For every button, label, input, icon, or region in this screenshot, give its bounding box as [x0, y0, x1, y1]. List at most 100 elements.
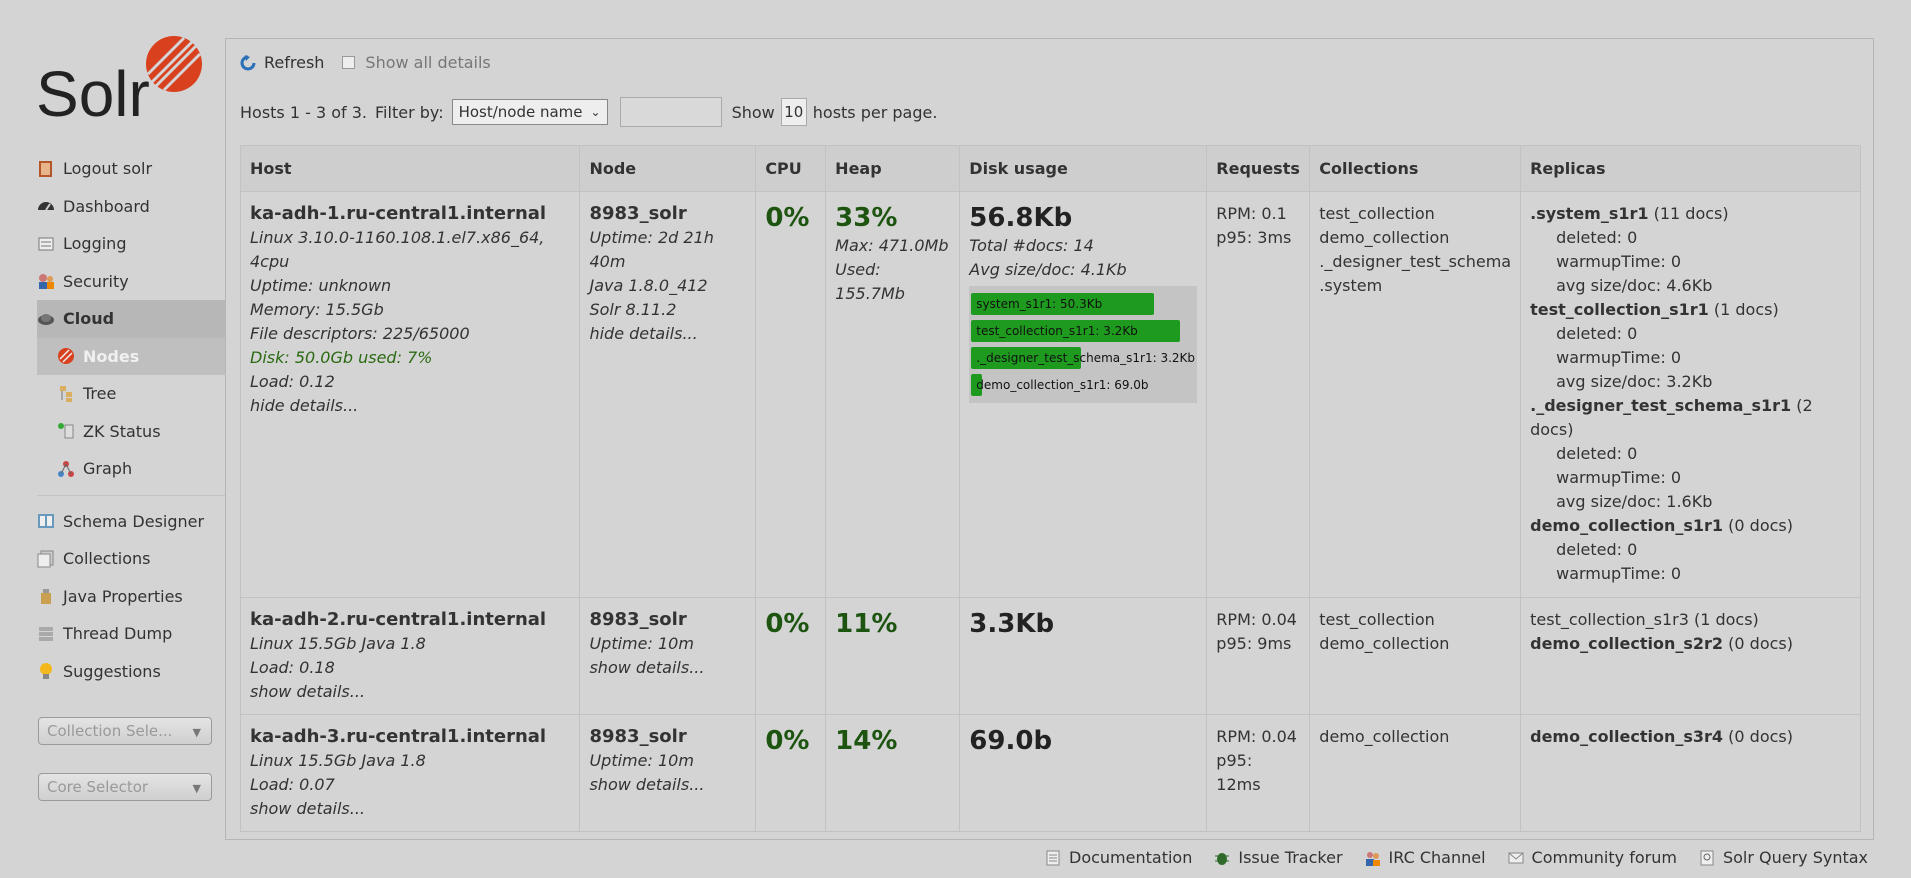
sidebar-item-dashboard[interactable]: Dashboard	[37, 188, 225, 226]
core-selector[interactable]: Core Selector ▼	[38, 773, 212, 801]
column-header-replicas[interactable]: Replicas	[1520, 145, 1861, 192]
solr-query-syntax-icon	[1700, 850, 1714, 865]
disk-usage-bar-label: demo_collection_s1r1: 69.0b	[976, 378, 1149, 392]
replica-entry[interactable]: demo_collection_s2r2 (0 docs)	[1530, 632, 1851, 656]
replica-detail: warmupTime: 0	[1556, 468, 1681, 487]
column-header-cpu[interactable]: CPU	[755, 145, 827, 192]
heap-detail: 155.7Mb	[835, 284, 905, 303]
replica-entry[interactable]: .system_s1r1 (11 docs)	[1530, 202, 1851, 226]
sidebar-item-nodes[interactable]: Nodes	[37, 337, 225, 375]
nav-divider	[37, 494, 225, 496]
column-header-disk-usage[interactable]: Disk usage	[959, 145, 1208, 192]
sidebar-item-cloud[interactable]: Cloud	[37, 300, 225, 338]
host-name: ka-adh-1.ru-central1.internal	[250, 203, 547, 224]
replica-entry[interactable]: demo_collection_s1r1 (0 docs)	[1530, 514, 1851, 538]
disk-usage-bar: ._designer_test_schema_s1r1: 3.2Kb	[971, 346, 1195, 370]
replica-detail: deleted: 0	[1556, 228, 1638, 247]
sidebar-item-logging[interactable]: Logging	[37, 225, 225, 263]
footer-community-forum-link[interactable]: Community forum	[1508, 848, 1677, 867]
filter-type-select[interactable]: Host/node name ⌄	[451, 99, 608, 125]
sidebar-item-collections[interactable]: Collections	[37, 540, 225, 578]
sidebar-item-schema-designer[interactable]: Schema Designer	[37, 503, 225, 541]
disk-usage-bar-label: test_collection_s1r1: 3.2Kb	[976, 324, 1138, 338]
footer-solr-query-syntax-link[interactable]: Solr Query Syntax	[1699, 848, 1868, 867]
footer-issue-tracker-link[interactable]: Issue Tracker	[1214, 848, 1343, 867]
disk-usage-bar: test_collection_s1r1: 3.2Kb	[971, 319, 1195, 343]
column-header-node[interactable]: Node	[579, 145, 757, 192]
core-selector-label: Core Selector	[47, 778, 149, 796]
replica-entry[interactable]: demo_collection_s3r4 (0 docs)	[1530, 725, 1851, 749]
nodes-panel: Refresh Show all details Hosts 1 - 3 of …	[225, 38, 1874, 840]
show-all-details-checkbox[interactable]: Show all details	[342, 53, 491, 72]
replica-entry[interactable]: test_collection_s1r3 (1 docs)	[1530, 608, 1851, 632]
solr-logo[interactable]: Solr	[36, 34, 206, 130]
disk-usage-bar-label: system_s1r1: 50.3Kb	[976, 297, 1103, 311]
column-header-requests[interactable]: Requests	[1206, 145, 1311, 192]
node-toggle-details-link[interactable]: show details...	[589, 775, 705, 794]
host-load: Load: 0.12	[250, 372, 335, 391]
toolbar: Refresh Show all details	[240, 53, 491, 72]
column-header-host[interactable]: Host	[239, 145, 581, 192]
sidebar-item-security[interactable]: Security	[37, 263, 225, 301]
disk-usage-bar: system_s1r1: 50.3Kb	[971, 292, 1195, 316]
replica-docs: (2 docs)	[1530, 396, 1813, 439]
host-toggle-details-link[interactable]: show details...	[250, 799, 365, 818]
requests-cell: RPM: 0.04 p95: 9ms	[1206, 597, 1311, 715]
nodes-icon	[57, 347, 75, 365]
requests-rpm: RPM: 0.04	[1216, 727, 1297, 746]
filter-input[interactable]	[619, 97, 722, 127]
disk-usage-bar-fill	[971, 347, 1082, 369]
checkbox[interactable]	[342, 56, 356, 69]
replica-entry[interactable]: test_collection_s1r1 (1 docs)	[1530, 298, 1851, 322]
host-toggle-details-link[interactable]: hide details...	[250, 396, 359, 415]
replica-docs: (11 docs)	[1653, 204, 1729, 223]
node-toggle-details-link[interactable]: show details...	[589, 658, 705, 677]
table-row: ka-adh-1.ru-central1.internal Linux 3.10…	[239, 191, 1861, 598]
replicas-cell: demo_collection_s3r4 (0 docs)	[1520, 714, 1861, 832]
footer-link-label: Solr Query Syntax	[1722, 848, 1869, 867]
graph-icon	[57, 460, 75, 478]
logout-icon	[37, 160, 55, 178]
column-header-collections[interactable]: Collections	[1309, 145, 1522, 192]
requests-cell: RPM: 0.04 p95: 12ms	[1206, 714, 1311, 832]
cpu-cell: 0%	[755, 597, 827, 715]
schema-designer-icon	[37, 512, 55, 530]
replica-entry[interactable]: ._designer_test_schema_s1r1 (2 docs)	[1530, 394, 1851, 442]
node-toggle-details-link[interactable]: hide details...	[589, 324, 698, 343]
per-page-input[interactable]: 10	[780, 98, 807, 126]
collection-link[interactable]: demo_collection	[1319, 228, 1450, 247]
sidebar-item-graph[interactable]: Graph	[37, 450, 225, 488]
collection-link[interactable]: demo_collection	[1319, 727, 1450, 746]
collection-link[interactable]: demo_collection	[1319, 634, 1450, 653]
cpu-cell: 0%	[755, 191, 827, 598]
replica-docs: (1 docs)	[1713, 300, 1779, 319]
requests-p95-value: 12ms	[1216, 775, 1261, 794]
host-toggle-details-link[interactable]: show details...	[250, 682, 365, 701]
sidebar-item-label: Logout solr	[63, 159, 153, 179]
sidebar-item-tree[interactable]: Tree	[37, 375, 225, 413]
footer-documentation-link[interactable]: Documentation	[1045, 848, 1192, 867]
footer-irc-channel-link[interactable]: IRC Channel	[1365, 848, 1486, 867]
sidebar-item-logout[interactable]: Logout solr	[37, 150, 225, 188]
refresh-button[interactable]: Refresh	[240, 53, 324, 72]
filter-type-value: Host/node name	[458, 103, 583, 121]
per-page-suffix: hosts per page.	[812, 102, 938, 122]
collection-selector[interactable]: Collection Sele... ▼	[38, 717, 212, 745]
sidebar-item-thread-dump[interactable]: Thread Dump	[37, 615, 225, 653]
collection-link[interactable]: test_collection	[1319, 610, 1435, 629]
node-detail: Uptime: 10m	[589, 634, 694, 653]
column-header-heap[interactable]: Heap	[825, 145, 961, 192]
hosts-count: Hosts 1 - 3 of 3.	[240, 102, 368, 122]
collection-link[interactable]: test_collection	[1319, 204, 1435, 223]
host-detail: 4cpu	[250, 252, 290, 271]
sidebar-item-suggestions[interactable]: Suggestions	[37, 653, 225, 691]
irc-channel-icon	[1365, 851, 1380, 866]
collection-link[interactable]: ._designer_test_schema	[1319, 252, 1512, 271]
sidebar-item-label: Cloud	[63, 309, 115, 329]
host-detail: File descriptors: 225/65000	[250, 324, 470, 343]
sidebar-item-zk-status[interactable]: ZK Status	[37, 413, 225, 451]
sidebar-item-java-properties[interactable]: Java Properties	[37, 578, 225, 616]
collection-link[interactable]: .system	[1319, 276, 1383, 295]
requests-p95: p95: 3ms	[1216, 228, 1292, 247]
footer-link-label: IRC Channel	[1388, 848, 1486, 867]
